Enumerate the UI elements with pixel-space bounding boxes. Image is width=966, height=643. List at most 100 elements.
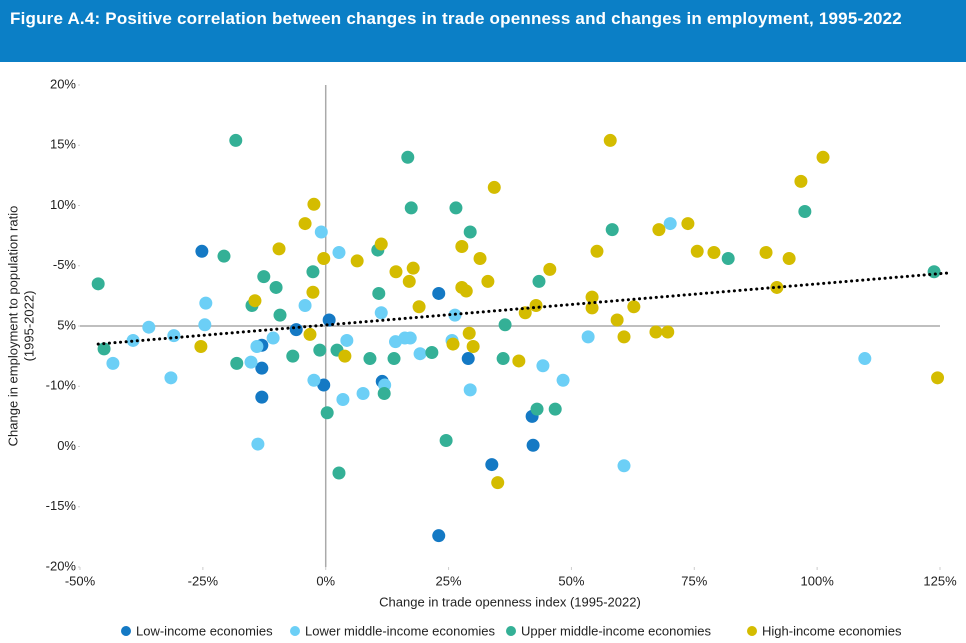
- point: [649, 325, 663, 339]
- point: [217, 249, 231, 263]
- y-axis-label-line: Change in employment to population ratio: [5, 206, 20, 447]
- point: [432, 286, 446, 300]
- point: [340, 333, 354, 347]
- point: [496, 352, 510, 366]
- point: [372, 286, 386, 300]
- y-tick-label: 15%: [50, 137, 76, 152]
- point: [721, 252, 735, 266]
- point: [142, 320, 156, 334]
- point: [377, 386, 391, 400]
- y-tick-label: -5%: [53, 257, 77, 272]
- point: [556, 373, 570, 387]
- point: [313, 343, 327, 357]
- point: [858, 352, 872, 366]
- point: [518, 306, 532, 320]
- point: [195, 244, 209, 258]
- point: [269, 280, 283, 294]
- point: [770, 280, 784, 294]
- point: [690, 244, 704, 258]
- point: [266, 331, 280, 345]
- point: [314, 225, 328, 239]
- legend-marker: [506, 626, 516, 636]
- point: [439, 433, 453, 447]
- point: [455, 239, 469, 253]
- point: [412, 300, 426, 314]
- point: [338, 349, 352, 363]
- y-axis-label-line: (1995-2022): [21, 291, 36, 362]
- point: [487, 180, 501, 194]
- x-tick-label: 0%: [316, 573, 335, 588]
- point: [298, 299, 312, 313]
- point: [332, 245, 346, 259]
- point: [681, 217, 695, 231]
- point: [230, 356, 244, 370]
- point: [463, 383, 477, 397]
- point: [798, 205, 812, 219]
- trendline: [96, 271, 950, 346]
- point: [707, 245, 721, 259]
- point: [387, 352, 401, 366]
- y-tick-label: 0%: [57, 438, 76, 453]
- point: [406, 261, 420, 275]
- point: [610, 313, 624, 327]
- point: [404, 201, 418, 215]
- point: [356, 386, 370, 400]
- x-tick-label: -25%: [188, 573, 219, 588]
- point: [432, 529, 446, 543]
- point: [459, 284, 473, 298]
- point: [585, 301, 599, 315]
- point: [250, 339, 264, 353]
- point: [532, 274, 546, 288]
- point: [97, 342, 111, 356]
- point: [289, 323, 303, 337]
- point: [403, 331, 417, 345]
- point: [463, 225, 477, 239]
- legend-marker: [121, 626, 131, 636]
- point: [320, 406, 334, 420]
- point: [794, 174, 808, 188]
- point: [389, 265, 403, 279]
- x-tick-label: -50%: [65, 573, 96, 588]
- y-tick-label: -15%: [46, 498, 77, 513]
- point: [251, 437, 265, 451]
- point: [473, 252, 487, 266]
- legend-label: High-income economies: [762, 623, 902, 638]
- point: [663, 217, 677, 231]
- x-tick-label: 25%: [436, 573, 462, 588]
- point: [617, 330, 631, 344]
- y-tick-label: -20%: [46, 558, 77, 573]
- point: [590, 244, 604, 258]
- point: [402, 274, 416, 288]
- point: [194, 339, 208, 353]
- point: [931, 371, 945, 385]
- point: [782, 252, 796, 266]
- y-tick-label: 20%: [50, 76, 76, 91]
- point: [466, 339, 480, 353]
- point: [603, 133, 617, 147]
- point: [661, 325, 675, 339]
- point: [350, 254, 364, 268]
- point: [461, 352, 475, 366]
- legend-label: Upper middle-income economies: [521, 623, 712, 638]
- point: [536, 359, 550, 373]
- point: [255, 361, 269, 375]
- point: [543, 262, 557, 276]
- point: [244, 355, 258, 369]
- point: [401, 150, 415, 164]
- point: [273, 308, 287, 322]
- point: [449, 201, 463, 215]
- x-tick-label: 50%: [558, 573, 584, 588]
- point: [485, 458, 499, 472]
- point: [462, 326, 476, 340]
- point: [91, 277, 105, 291]
- point: [255, 390, 269, 404]
- point: [248, 294, 262, 308]
- point: [927, 265, 941, 279]
- point: [167, 329, 181, 343]
- point: [257, 270, 271, 284]
- point: [585, 290, 599, 304]
- point: [303, 327, 317, 341]
- point: [306, 285, 320, 299]
- point: [106, 356, 120, 370]
